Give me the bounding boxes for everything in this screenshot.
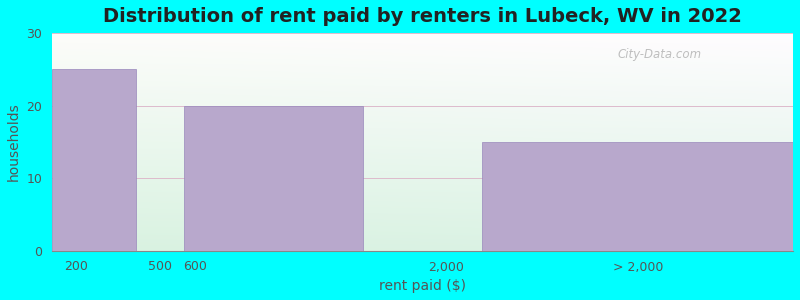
X-axis label: rent paid ($): rent paid ($) [379,279,466,293]
Text: City-Data.com: City-Data.com [618,48,702,61]
Bar [183,106,363,251]
Bar [52,69,136,251]
Bar [482,142,793,251]
Title: Distribution of rent paid by renters in Lubeck, WV in 2022: Distribution of rent paid by renters in … [103,7,742,26]
Y-axis label: households: households [7,103,21,181]
